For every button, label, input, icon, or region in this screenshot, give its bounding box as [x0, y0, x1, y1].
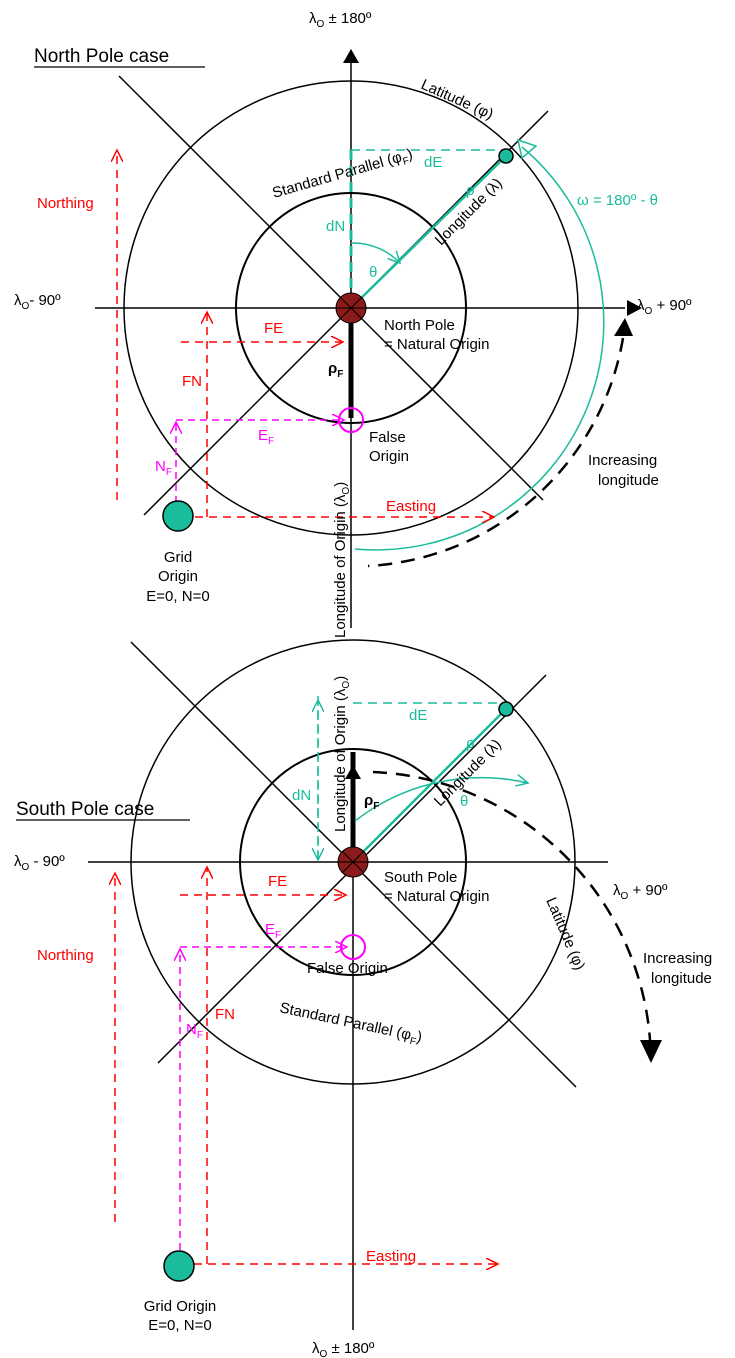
north-FE-label: FE	[264, 320, 283, 337]
north-increasing-arrowhead	[614, 318, 633, 336]
north-longitude-of-origin-label: Longitude of Origin (λO)	[332, 482, 352, 638]
north-title: North Pole case	[34, 46, 169, 67]
south-increasing-arc	[373, 772, 650, 1040]
north-pole-label-1: North Pole	[384, 317, 455, 334]
north-increasing-label-2: longitude	[598, 472, 659, 489]
north-right-axis-label: λO + 90º	[637, 297, 692, 317]
south-latitude-label: Latitude (φ)	[542, 895, 588, 973]
south-pole-label-1: South Pole	[384, 869, 457, 886]
north-diag-1	[119, 76, 543, 500]
north-false-origin-label-2: Origin	[369, 448, 409, 465]
south-dN-label: dN	[292, 787, 311, 804]
south-theta-label: θ	[460, 793, 468, 810]
south-easting-label: Easting	[366, 1248, 416, 1265]
north-FN-label: FN	[182, 373, 202, 390]
south-increasing-label-1: Increasing	[643, 950, 712, 967]
north-increasing-label-1: Increasing	[588, 452, 657, 469]
south-EF-label: EF	[265, 921, 281, 941]
north-false-origin-label-1: False	[369, 429, 406, 446]
north-left-axis-label: λO- 90º	[14, 292, 61, 312]
south-pole-panel: South Pole case λO ± 180º λO - 90º λO +	[14, 640, 712, 1358]
south-northing-label: Northing	[37, 947, 94, 964]
north-dE-label: dE	[424, 154, 442, 171]
north-grid-origin-label-3: E=0, N=0	[146, 588, 209, 605]
north-latitude-label: Latitude (φ)	[418, 76, 496, 123]
north-rho-line	[351, 156, 506, 308]
north-pole-label-2: = Natural Origin	[384, 336, 489, 353]
south-FN-label: FN	[215, 1006, 235, 1023]
north-rhoF-label: ρF	[328, 360, 343, 380]
south-standard-parallel-label: Standard Parallel (φF)	[278, 999, 424, 1049]
north-NF-label: NF	[155, 458, 172, 478]
north-easting-label: Easting	[386, 498, 436, 515]
north-rho-label: ρ	[466, 182, 475, 199]
north-theta-arc	[351, 243, 400, 263]
north-omega-arrowhead	[518, 140, 536, 158]
south-grid-origin-label-2: E=0, N=0	[148, 1317, 211, 1334]
south-dE-label: dE	[409, 707, 427, 724]
south-increasing-label-2: longitude	[651, 970, 712, 987]
south-increasing-arrowhead	[640, 1040, 662, 1063]
north-EF-label: EF	[258, 427, 274, 447]
north-grid-origin-label-1: Grid	[164, 549, 192, 566]
south-point-marker	[499, 702, 513, 716]
north-northing-label: Northing	[37, 195, 94, 212]
south-grid-origin-marker	[164, 1251, 194, 1281]
north-grid-origin-label-2: Origin	[158, 568, 198, 585]
south-rho-line	[353, 709, 506, 862]
south-left-axis-label: λO - 90º	[14, 853, 65, 873]
south-FE-label: FE	[268, 873, 287, 890]
north-omega-label: ω = 180º - θ	[577, 192, 658, 209]
south-pole-label-2: = Natural Origin	[384, 888, 489, 905]
north-top-axis-label: λO ± 180º	[309, 10, 372, 30]
south-bottom-axis-label: λO ± 180º	[312, 1340, 375, 1358]
south-title: South Pole case	[16, 799, 154, 820]
north-grid-origin-marker	[163, 501, 193, 531]
north-standard-parallel-label: Standard Parallel (φF)	[270, 146, 415, 205]
north-pole-panel: North Pole case	[14, 10, 692, 638]
south-rho-label: ρ	[466, 735, 475, 752]
south-longitude-of-origin-label: Longitude of Origin (λO)	[332, 676, 352, 832]
south-right-axis-label: λO + 90º	[613, 882, 668, 902]
south-grid-origin-label-1: Grid Origin	[144, 1298, 217, 1315]
south-false-origin-label: False Origin	[307, 960, 388, 977]
north-point-marker	[499, 149, 513, 163]
north-dN-label: dN	[326, 218, 345, 235]
north-theta-label: θ	[369, 264, 377, 281]
